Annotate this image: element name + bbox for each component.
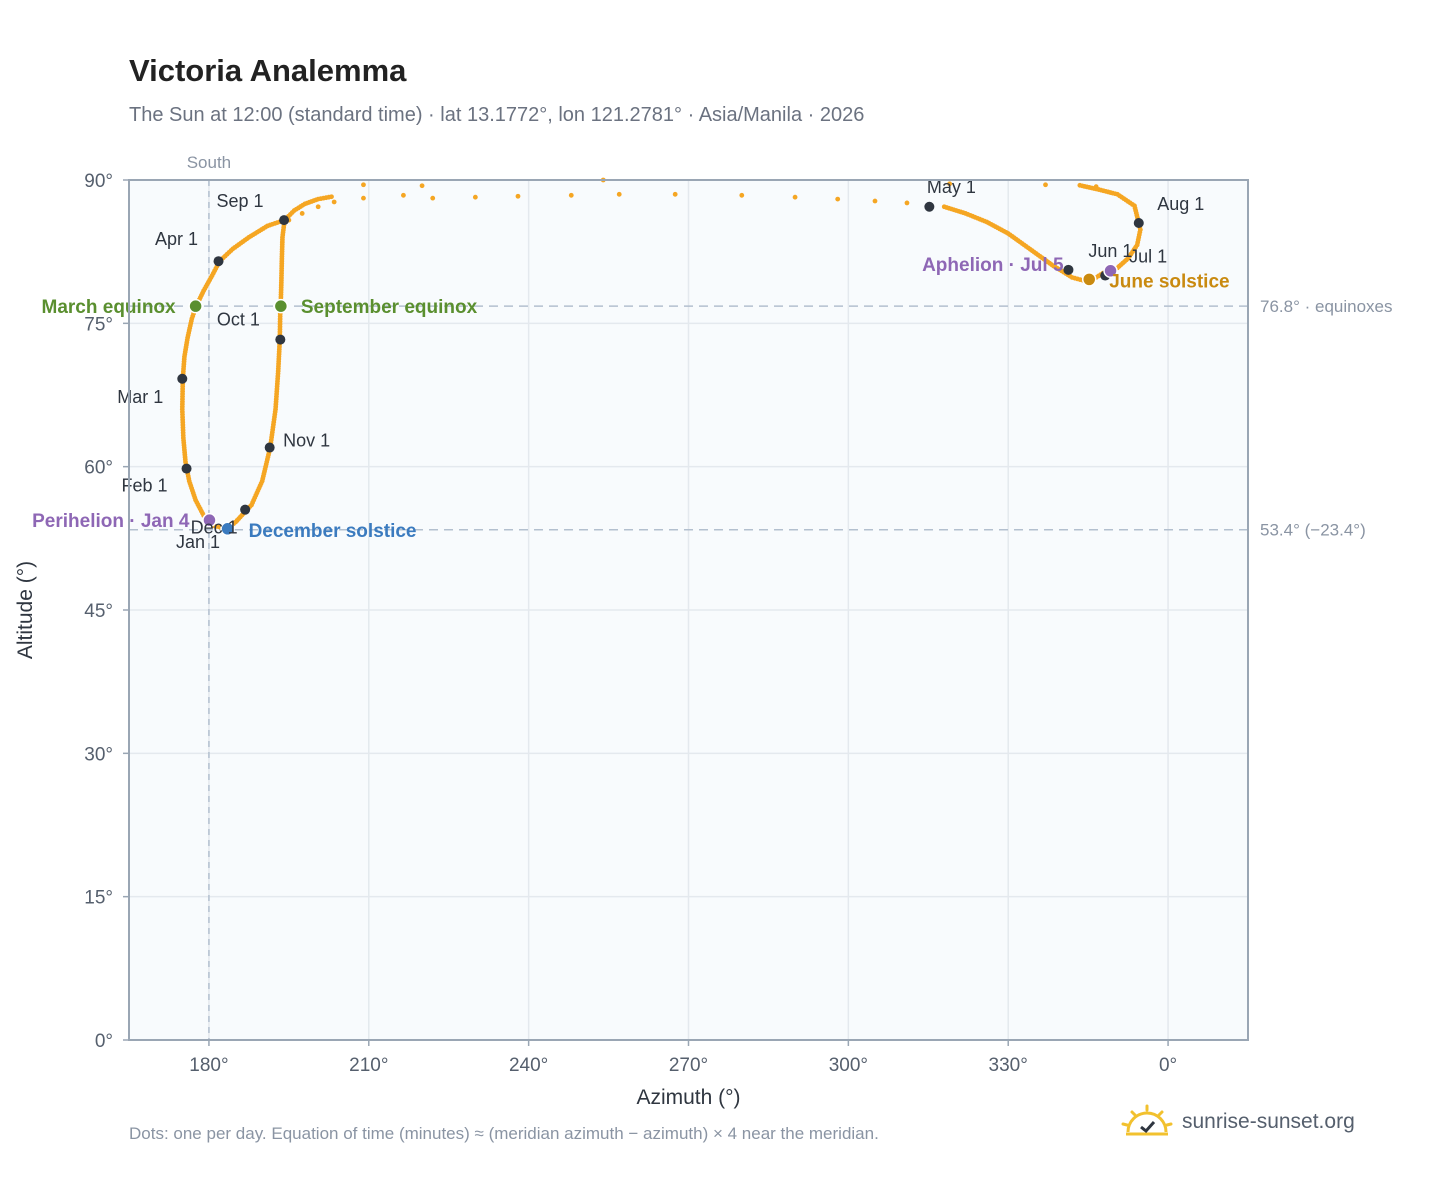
day-dot — [1093, 184, 1099, 190]
y-tick-label: 75° — [84, 314, 113, 335]
x-tick-label: 270° — [669, 1055, 708, 1076]
month-label: Mar 1 — [117, 387, 163, 407]
event-marker — [1081, 272, 1097, 287]
month-marker — [213, 256, 224, 267]
month-label: Sep 1 — [217, 191, 264, 211]
day-dot — [616, 191, 622, 197]
month-label: Jun 1 — [1088, 241, 1132, 261]
chart-subtitle: The Sun at 12:00 (standard time) · lat 1… — [129, 104, 865, 126]
month-label: Feb 1 — [122, 476, 168, 496]
day-dot — [329, 194, 334, 200]
day-dot — [315, 204, 321, 210]
x-tick-label: 180° — [189, 1055, 228, 1076]
footnote: Dots: one per day. Equation of time (min… — [129, 1124, 879, 1143]
day-dot — [361, 195, 366, 201]
day-dot — [947, 181, 952, 187]
month-marker — [1063, 264, 1074, 275]
month-marker — [279, 215, 290, 226]
month-marker — [240, 504, 251, 515]
month-label: Nov 1 — [283, 431, 330, 451]
x-tick-label: 0° — [1159, 1055, 1177, 1076]
event-label: Perihelion · Jan 4 — [32, 511, 190, 532]
day-dot — [672, 191, 678, 197]
day-dot — [904, 200, 910, 206]
day-dot — [792, 194, 798, 200]
x-tick-label: 210° — [349, 1055, 388, 1076]
day-dot — [739, 192, 745, 198]
month-label: Apr 1 — [155, 229, 198, 249]
brand[interactable]: sunrise-sunset.org — [1120, 1104, 1355, 1140]
x-tick-label: 240° — [509, 1055, 548, 1076]
y-tick-label: 45° — [84, 601, 113, 622]
month-label: Dec 1 — [191, 518, 238, 538]
month-marker — [924, 201, 935, 212]
y-tick-label: 90° — [84, 171, 113, 192]
event-label: March equinox — [42, 297, 177, 318]
day-dot — [1043, 182, 1048, 188]
month-label: Aug 1 — [1157, 194, 1204, 214]
month-label: Oct 1 — [217, 310, 260, 330]
y-tick-label: 15° — [84, 888, 113, 909]
day-dot — [299, 211, 305, 216]
event-marker — [273, 298, 289, 314]
event-marker — [1103, 263, 1118, 279]
event-marker — [188, 298, 203, 314]
month-marker — [275, 334, 286, 345]
day-dot — [515, 193, 521, 199]
day-dot — [835, 196, 841, 202]
day-dot — [472, 194, 478, 200]
event-label: June solstice — [1109, 271, 1229, 292]
day-dot — [1077, 182, 1083, 188]
y-axis-label: Altitude (°) — [14, 561, 37, 659]
y-tick-label: 0° — [95, 1031, 113, 1052]
day-dot — [872, 198, 878, 204]
day-dot — [430, 195, 436, 201]
x-tick-label: 330° — [989, 1055, 1028, 1076]
month-marker — [264, 442, 275, 453]
event-label: Aphelion · Jul 5 — [922, 255, 1064, 276]
chart-title: Victoria Analemma — [129, 53, 407, 88]
day-dot — [361, 182, 366, 188]
day-dot — [331, 199, 337, 205]
event-label: September equinox — [301, 297, 478, 318]
reference-label: 76.8° · equinoxes — [1260, 297, 1393, 316]
month-label: May 1 — [927, 177, 976, 197]
month-label: Jan 1 — [176, 532, 220, 552]
y-tick-label: 30° — [84, 744, 113, 765]
brand-name: sunrise-sunset.org — [1182, 1110, 1355, 1133]
month-marker — [181, 463, 192, 474]
day-dot — [568, 192, 574, 198]
day-dot — [1137, 229, 1143, 235]
reference-label: 53.4° (−23.4°) — [1260, 521, 1366, 540]
south-label: South — [187, 153, 231, 172]
event-label: December solstice — [249, 521, 417, 542]
y-tick-label: 60° — [84, 458, 113, 479]
x-tick-label: 300° — [829, 1055, 868, 1076]
x-axis-label: Azimuth (°) — [636, 1086, 740, 1109]
day-dot — [401, 192, 406, 198]
sun-check-logo-icon — [1121, 1104, 1173, 1136]
month-label: Jul 1 — [1129, 247, 1167, 267]
day-dot — [419, 183, 425, 189]
event-marker — [220, 521, 235, 537]
event-marker — [202, 512, 217, 528]
month-marker — [1133, 218, 1144, 228]
month-marker — [177, 373, 188, 384]
